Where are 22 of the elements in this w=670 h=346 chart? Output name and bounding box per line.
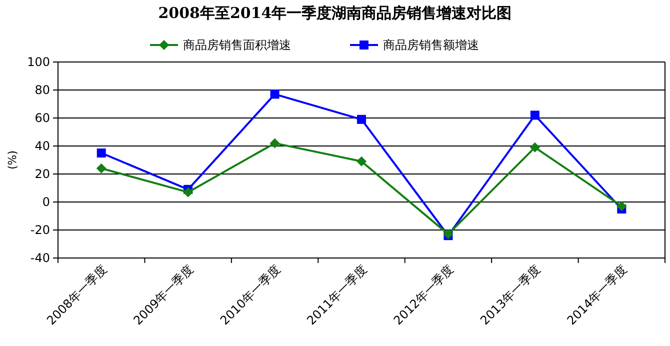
point — [356, 156, 366, 166]
y-axis-title: (%) — [6, 150, 19, 170]
y-tick-label: 0 — [42, 195, 50, 209]
y-tick-label: -40 — [30, 251, 50, 265]
y-tick-label: 40 — [34, 139, 50, 153]
point — [183, 187, 194, 198]
point — [357, 114, 366, 124]
legend-label: 商品房销售面积增速 — [183, 38, 291, 52]
point — [270, 90, 280, 99]
y-tick-label: 80 — [34, 83, 50, 97]
point — [616, 201, 627, 212]
chart-title: 2008年至2014年一季度湖南商品房销售增速对比图 — [158, 4, 512, 22]
point — [96, 148, 106, 158]
y-tick-label: 100 — [27, 55, 50, 69]
point — [530, 142, 540, 152]
y-tick-label: 20 — [34, 167, 50, 181]
y-tick-label: 60 — [34, 111, 50, 125]
y-tick-label: -20 — [30, 223, 50, 237]
point — [530, 110, 540, 120]
point — [270, 138, 280, 148]
point — [96, 163, 106, 174]
legend-label: 商品房销售额增速 — [383, 38, 479, 52]
